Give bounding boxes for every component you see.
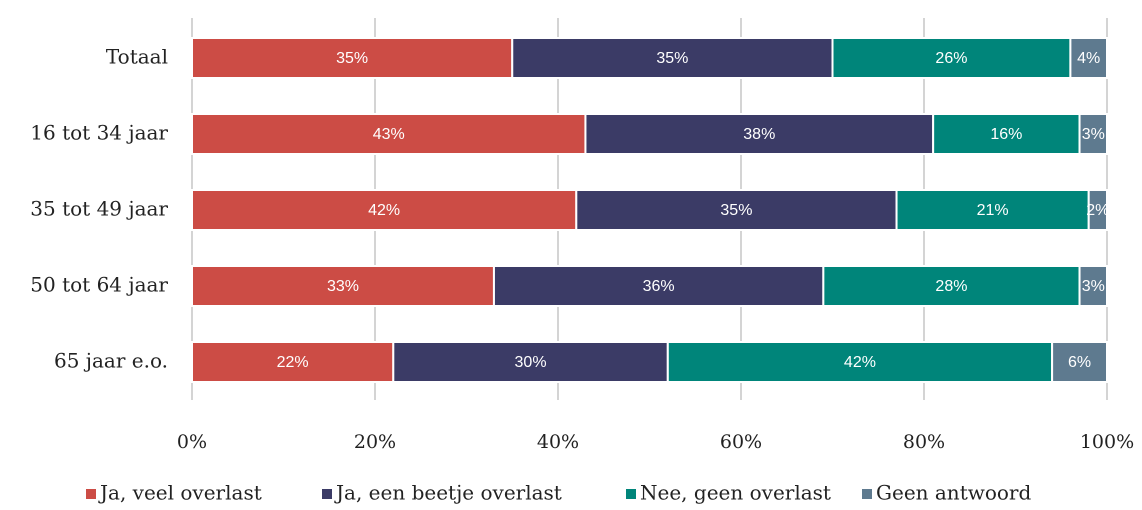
data-label: 22% bbox=[277, 354, 309, 371]
data-label: 35% bbox=[720, 202, 752, 219]
bar-segment bbox=[1069, 37, 1109, 79]
bar-segment bbox=[932, 113, 1081, 155]
data-label: 16% bbox=[990, 126, 1022, 143]
data-label: 26% bbox=[935, 50, 967, 67]
x-tick-label: 40% bbox=[537, 431, 579, 453]
data-label: 43% bbox=[373, 126, 405, 143]
data-label: 36% bbox=[643, 278, 675, 295]
data-label: 38% bbox=[743, 126, 775, 143]
y-tick-label: 50 tot 64 jaar bbox=[30, 273, 168, 297]
data-label: 42% bbox=[368, 202, 400, 219]
y-tick-label: 16 tot 34 jaar bbox=[30, 121, 168, 145]
y-tick-label: 65 jaar e.o. bbox=[54, 349, 168, 373]
bar-segment bbox=[492, 265, 825, 307]
bar-segment bbox=[1087, 189, 1108, 231]
bar-segment bbox=[191, 37, 514, 79]
bar-segment bbox=[191, 113, 587, 155]
data-label: 42% bbox=[844, 354, 876, 371]
x-tick-label: 60% bbox=[720, 431, 762, 453]
legend-marker bbox=[626, 489, 636, 499]
y-tick-label: Totaal bbox=[106, 45, 168, 69]
data-label: 33% bbox=[327, 278, 359, 295]
data-label: 35% bbox=[656, 50, 688, 67]
legend-marker bbox=[862, 489, 872, 499]
legend-marker bbox=[86, 489, 96, 499]
legend-label: Ja, een beetje overlast bbox=[334, 481, 562, 505]
legend-label: Nee, geen overlast bbox=[640, 481, 831, 505]
data-label: 2% bbox=[1086, 202, 1109, 219]
data-label: 3% bbox=[1082, 126, 1105, 143]
x-tick-label: 100% bbox=[1080, 431, 1134, 453]
data-label: 3% bbox=[1082, 278, 1105, 295]
bar-segment bbox=[1051, 341, 1108, 383]
x-tick-label: 20% bbox=[354, 431, 396, 453]
x-tick-label: 80% bbox=[903, 431, 945, 453]
data-label: 35% bbox=[336, 50, 368, 67]
bar-segment bbox=[392, 341, 669, 383]
data-label: 4% bbox=[1077, 50, 1100, 67]
x-tick-label: 0% bbox=[177, 431, 207, 453]
bar-segment bbox=[895, 189, 1090, 231]
legend-marker bbox=[322, 489, 332, 499]
bar-segment bbox=[1078, 113, 1109, 155]
legend-label: Geen antwoord bbox=[876, 481, 1031, 505]
bar-segment bbox=[1078, 265, 1109, 307]
bar-segment bbox=[191, 189, 578, 231]
bar-segment bbox=[666, 341, 1054, 383]
data-label: 30% bbox=[515, 354, 547, 371]
legend-label: Ja, veel overlast bbox=[98, 481, 262, 505]
bar-segment bbox=[191, 341, 395, 383]
data-label: 28% bbox=[935, 278, 967, 295]
data-label: 21% bbox=[977, 202, 1009, 219]
bar-segment bbox=[575, 189, 898, 231]
data-label: 6% bbox=[1068, 354, 1091, 371]
y-tick-label: 35 tot 49 jaar bbox=[30, 197, 168, 221]
bar-segment bbox=[584, 113, 935, 155]
